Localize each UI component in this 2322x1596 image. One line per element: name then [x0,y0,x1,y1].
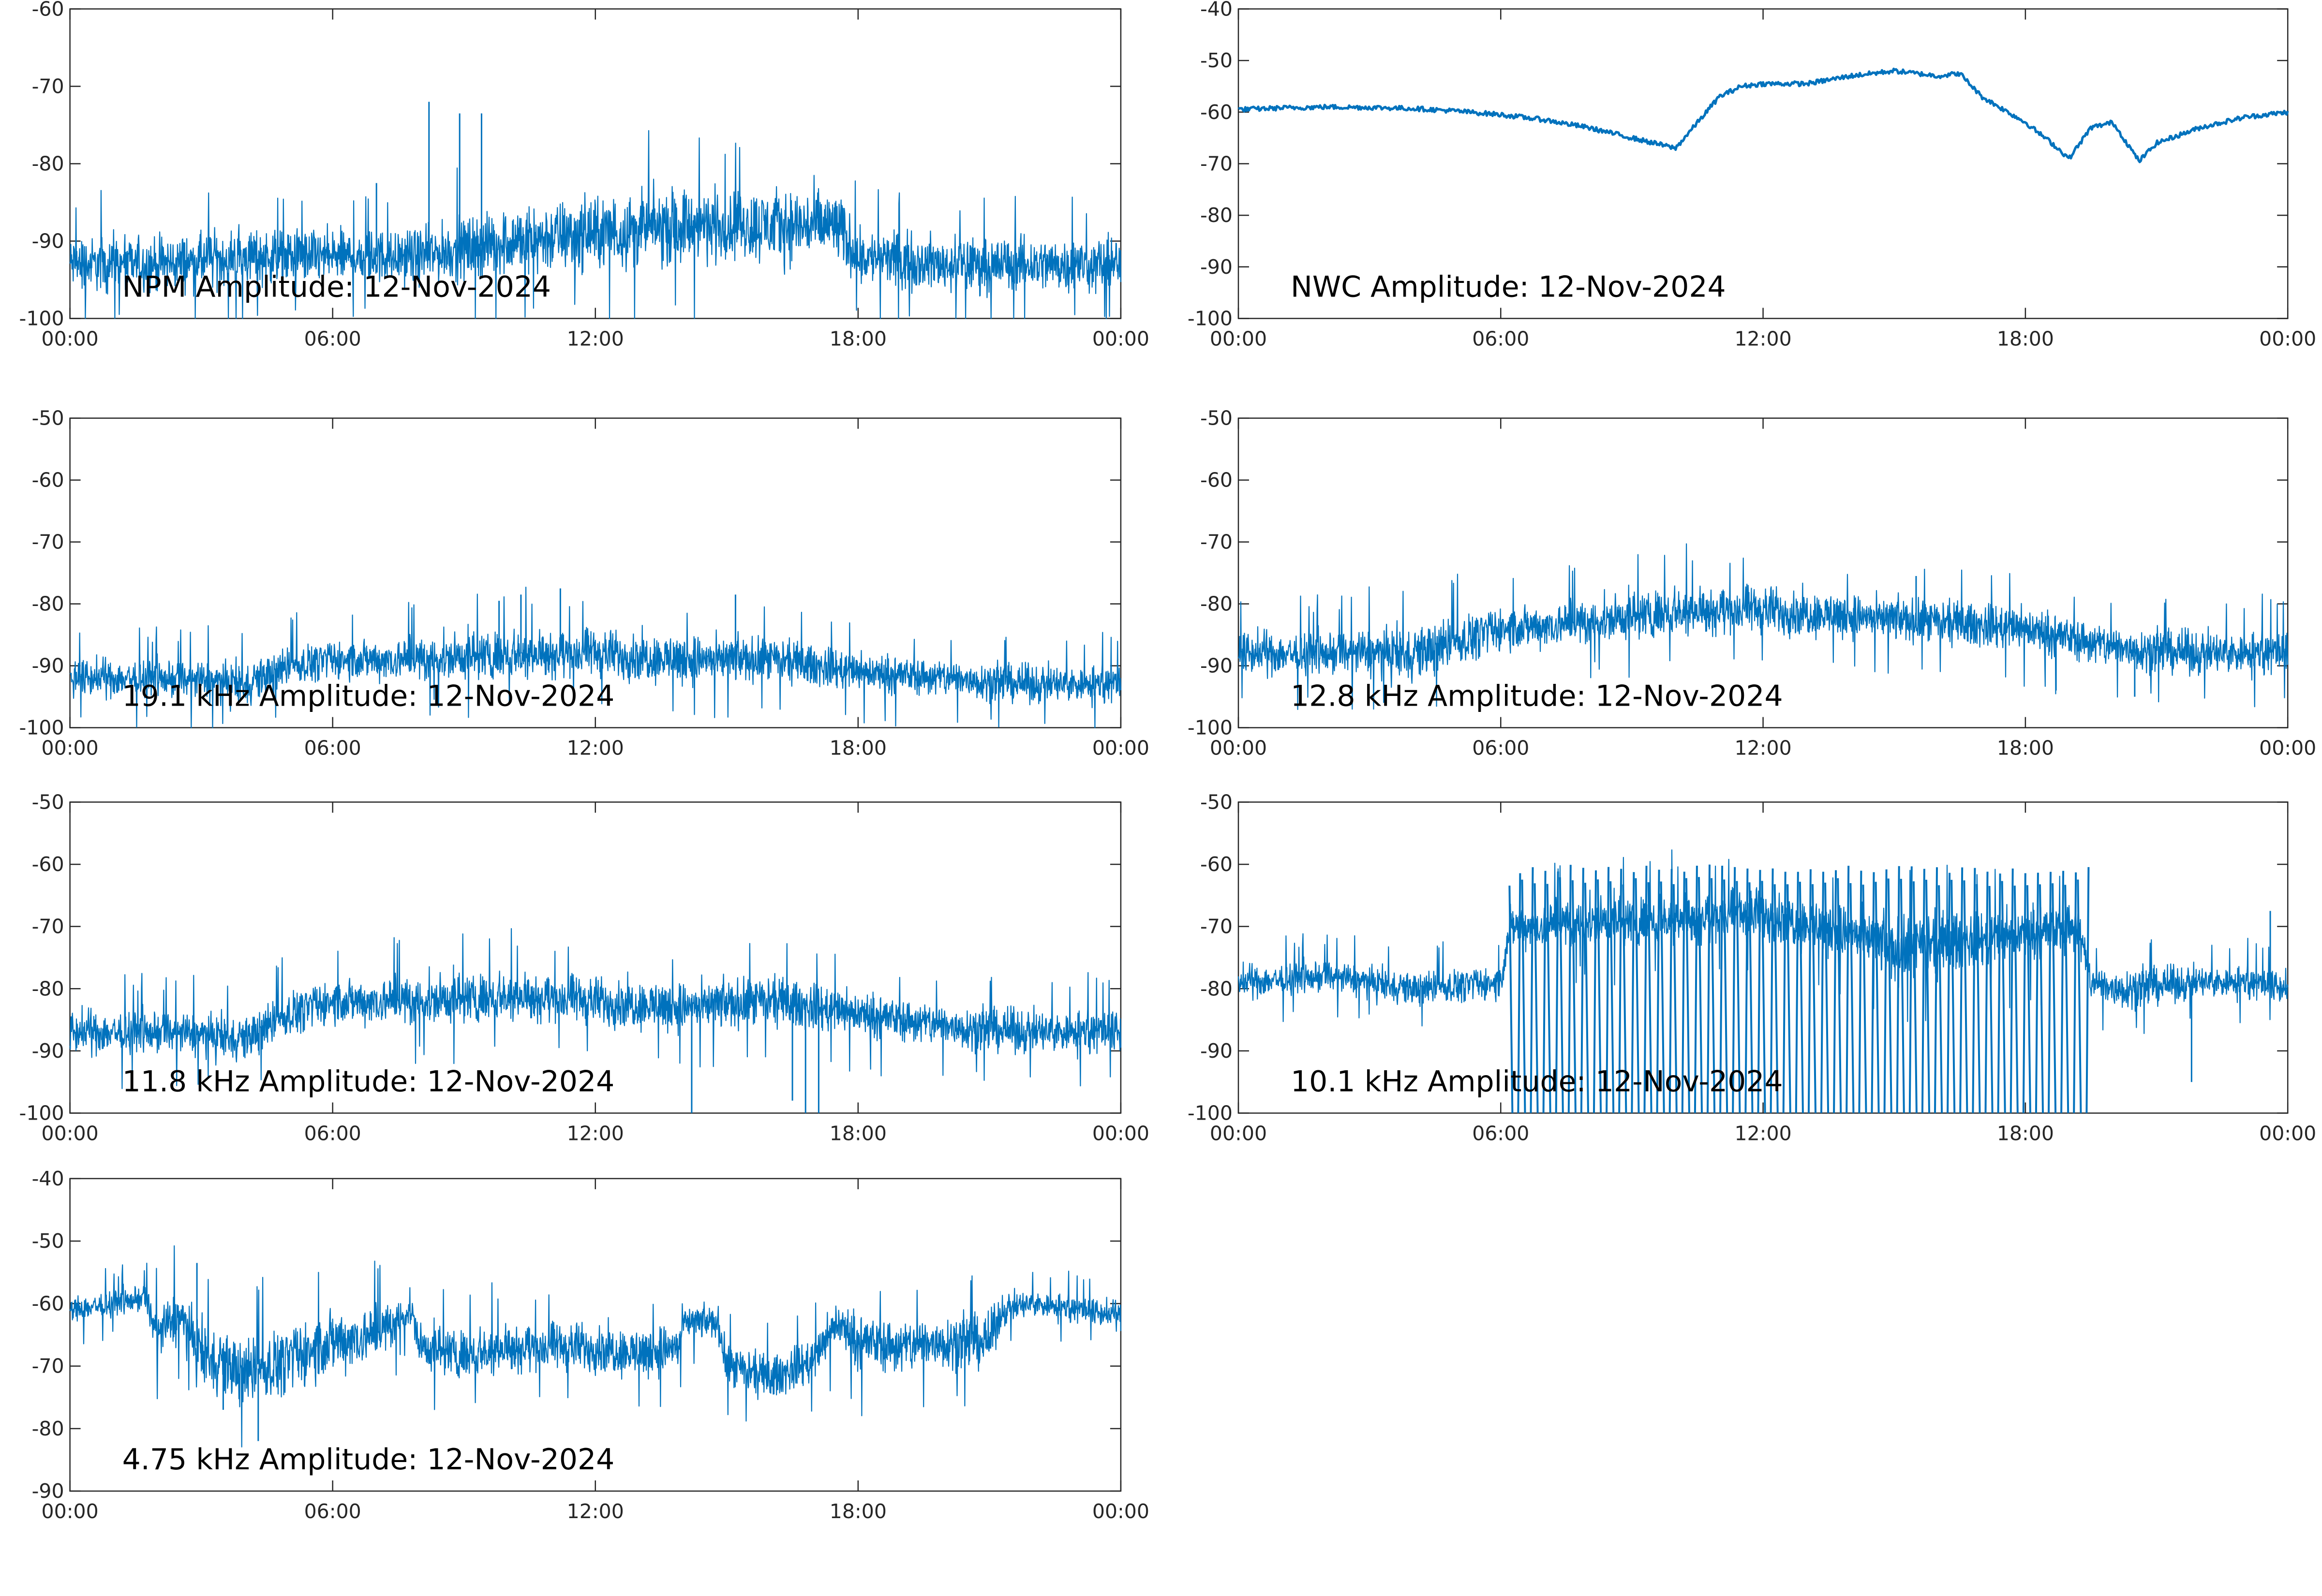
panel-12-8khz-ytick-label: -50 [1200,407,1233,430]
panel-12-8khz-ytick-label: -70 [1200,531,1233,554]
panel-10-1khz-xtick-label: 18:00 [1997,1122,2054,1145]
panel-10-1khz-ytick-label: -70 [1200,915,1233,938]
panel-19-1khz-xtick-label: 00:00 [1092,737,1149,760]
panel-11-8khz: 00:00 06:00 12:00 18:00 00:00 -50 -60 -70 -80 -90… [19,790,1149,1145]
panel-11-8khz-xtick-label: 12:00 [567,1122,624,1145]
panel-4-75khz-ytick-label: -80 [32,1417,64,1440]
panel-npm-ytick-label: -80 [32,152,64,175]
panel-nwc: 00:00 06:00 12:00 18:00 00:00 -40 -50 -60 -70 -80… [1188,0,2316,350]
panel-12-8khz-ytick-label: -100 [1188,716,1233,739]
panel-10-1khz-label: 10.1 kHz Amplitude: 12-Nov-2024 [1291,1065,1783,1099]
panel-4-75khz-xtick-label: 00:00 [1092,1500,1149,1523]
panel-npm-ytick-label: -90 [32,229,64,252]
panel-11-8khz-ytick-label: -70 [32,915,64,938]
panel-nwc-ytick-label: -40 [1200,0,1233,20]
panel-npm-ytick-label: -70 [32,74,64,98]
panel-npm-xtick-label: 00:00 [42,327,99,350]
panel-11-8khz-ytick-label: -100 [19,1102,64,1125]
panel-10-1khz-xtick-label: 00:00 [1210,1122,1267,1145]
panel-19-1khz-ytick-label: -90 [32,654,64,678]
panel-12-8khz-label: 12.8 kHz Amplitude: 12-Nov-2024 [1291,680,1783,713]
panel-12-8khz-xtick-label: 00:00 [2259,737,2316,760]
panel-10-1khz-ytick-label: -90 [1200,1039,1233,1063]
panel-4-75khz-ytick-label: -90 [32,1479,64,1503]
panel-nwc-ytick-label: -90 [1200,255,1233,279]
panel-10-1khz-xtick-label: 00:00 [2259,1122,2316,1145]
panel-12-8khz-ytick-label: -60 [1200,469,1233,492]
panel-11-8khz-series-line [69,928,1121,1089]
panel-npm-xtick-label: 18:00 [830,327,887,350]
panel-10-1khz-ytick-label: -50 [1200,790,1233,813]
panel-nwc-ytick-label: -50 [1200,49,1233,72]
panel-4-75khz-ytick-label: -40 [32,1167,64,1190]
panel-10-1khz-xtick-label: 06:00 [1472,1122,1529,1145]
panel-12-8khz-xtick-label: 12:00 [1735,737,1792,760]
panel-19-1khz-label: 19.1 kHz Amplitude: 12-Nov-2024 [122,680,615,713]
panel-12-8khz-xtick-label: 00:00 [1210,737,1267,760]
panel-10-1khz: 00:00 06:00 12:00 18:00 00:00 -50 -60 -70 -80 -90… [1188,790,2316,1145]
panel-11-8khz-ytick-label: -60 [32,853,64,876]
panel-11-8khz-xtick-label: 00:00 [1092,1122,1149,1145]
panel-npm-ytick-label: -60 [32,0,64,20]
panel-4-75khz-ytick-label: -50 [32,1229,64,1253]
panel-10-1khz-burst-lines [1508,864,2090,1113]
panel-npm-ytick-label: -100 [19,307,64,330]
panel-nwc-xtick-label: 00:00 [2259,327,2316,350]
panel-nwc-ytick-label: -60 [1200,101,1233,124]
panel-10-1khz-ytick-label: -100 [1188,1102,1233,1125]
panel-nwc-xtick-label: 18:00 [1997,327,2054,350]
panel-nwc-label: NWC Amplitude: 12-Nov-2024 [1291,270,1726,304]
panel-4-75khz-xtick-label: 12:00 [567,1500,624,1523]
panel-12-8khz-ytick-label: -80 [1200,592,1233,616]
panel-19-1khz-series-line [69,587,1121,728]
panel-nwc-series-line [1237,67,2289,163]
panel-11-8khz-ytick-label: -90 [32,1039,64,1063]
panel-npm-label: NPM Amplitude: 12-Nov-2024 [122,270,551,304]
panel-4-75khz-ytick-label: -60 [32,1292,64,1315]
panel-4-75khz-xtick-label: 18:00 [830,1500,887,1523]
panel-12-8khz-xtick-label: 18:00 [1997,737,2054,760]
panel-11-8khz-xtick-label: 18:00 [830,1122,887,1145]
panel-4-75khz-label: 4.75 kHz Amplitude: 12-Nov-2024 [122,1443,615,1477]
panel-11-8khz-ytick-label: -80 [32,977,64,1000]
panel-nwc-ytick-label: -70 [1200,152,1233,175]
panel-10-1khz-ytick-label: -80 [1200,977,1233,1000]
panel-npm-xtick-label: 00:00 [1092,327,1149,350]
panel-12-8khz-xtick-label: 06:00 [1472,737,1529,760]
panel-19-1khz: 00:00 06:00 12:00 18:00 00:00 -50 -60 -70 -80 -90… [19,407,1149,760]
panel-nwc-xtick-label: 06:00 [1472,327,1529,350]
panel-npm-xtick-label: 12:00 [567,327,624,350]
panel-19-1khz-ytick-label: -70 [32,531,64,554]
panel-4-75khz: 00:00 06:00 12:00 18:00 00:00 -40 -50 -60 -70 -80… [32,1167,1149,1523]
panel-19-1khz-ytick-label: -100 [19,716,64,739]
panel-11-8khz-xtick-label: 06:00 [304,1122,361,1145]
panel-4-75khz-xtick-label: 00:00 [42,1500,99,1523]
panel-4-75khz-series-line [69,1245,1121,1448]
panel-19-1khz-xtick-label: 18:00 [830,737,887,760]
panel-nwc-xtick-label: 12:00 [1735,327,1792,350]
panel-10-1khz-xtick-label: 12:00 [1735,1122,1792,1145]
panel-11-8khz-label: 11.8 kHz Amplitude: 12-Nov-2024 [122,1065,615,1099]
panel-npm-series-line [69,130,1121,319]
panel-10-1khz-ytick-label: -60 [1200,853,1233,876]
panel-19-1khz-ytick-label: -50 [32,407,64,430]
panel-19-1khz-ytick-label: -80 [32,592,64,616]
panel-11-8khz-ytick-label: -50 [32,790,64,813]
panel-4-75khz-xtick-label: 06:00 [304,1500,361,1523]
panel-19-1khz-ytick-label: -60 [32,469,64,492]
panel-11-8khz-xtick-label: 00:00 [42,1122,99,1145]
panel-12-8khz: 00:00 06:00 12:00 18:00 00:00 -50 -60 -70 -80 -90… [1188,407,2316,760]
panel-4-75khz-ytick-label: -70 [32,1355,64,1378]
panel-nwc-ytick-label: -100 [1188,307,1233,330]
panel-12-8khz-series-line [1237,543,2289,710]
panel-npm-xtick-label: 06:00 [304,327,361,350]
panel-nwc-xtick-label: 00:00 [1210,327,1267,350]
panel-npm: 00:00 06:00 12:00 18:00 00:00 -60 -70 -80 -90 -10… [19,0,1149,350]
panel-19-1khz-xtick-label: 06:00 [304,737,361,760]
panel-19-1khz-xtick-label: 00:00 [42,737,99,760]
panel-19-1khz-xtick-label: 12:00 [567,737,624,760]
panel-12-8khz-ytick-label: -90 [1200,654,1233,678]
panel-nwc-ytick-label: -80 [1200,204,1233,227]
